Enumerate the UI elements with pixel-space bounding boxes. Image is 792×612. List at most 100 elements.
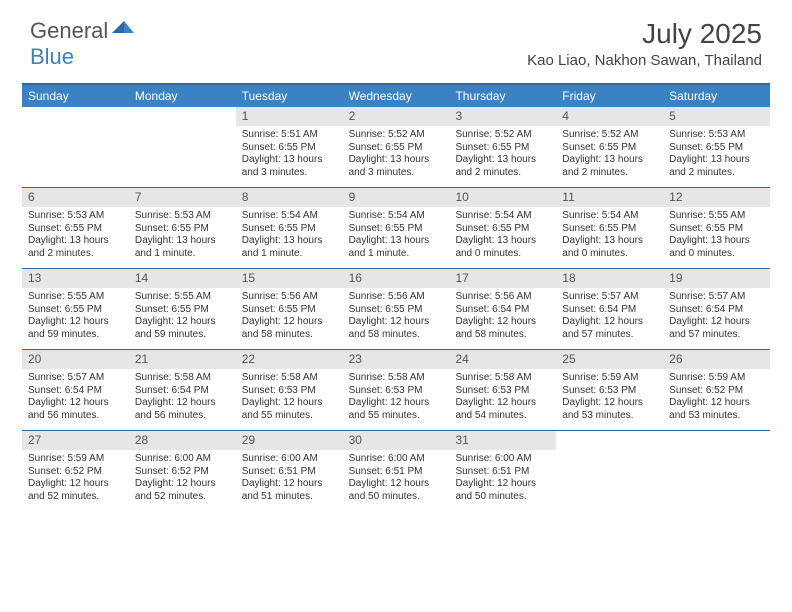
daylight-text: Daylight: 12 hours and 50 minutes.	[455, 478, 550, 503]
page-header: General July 2025 Kao Liao, Nakhon Sawan…	[0, 0, 792, 75]
day-body: Sunrise: 5:59 AMSunset: 6:53 PMDaylight:…	[556, 369, 663, 430]
sunset-text: Sunset: 6:52 PM	[669, 385, 764, 398]
sunrise-text: Sunrise: 5:58 AM	[455, 372, 550, 385]
day-body: Sunrise: 5:54 AMSunset: 6:55 PMDaylight:…	[236, 207, 343, 268]
day-cell: 13Sunrise: 5:55 AMSunset: 6:55 PMDayligh…	[22, 269, 129, 349]
day-body: Sunrise: 5:56 AMSunset: 6:54 PMDaylight:…	[449, 288, 556, 349]
day-cell: 11Sunrise: 5:54 AMSunset: 6:55 PMDayligh…	[556, 188, 663, 268]
daylight-text: Daylight: 13 hours and 2 minutes.	[669, 154, 764, 179]
sunrise-text: Sunrise: 5:53 AM	[669, 129, 764, 142]
sunset-text: Sunset: 6:55 PM	[28, 223, 123, 236]
day-body: Sunrise: 5:53 AMSunset: 6:55 PMDaylight:…	[129, 207, 236, 268]
sunrise-text: Sunrise: 5:55 AM	[28, 291, 123, 304]
sunrise-text: Sunrise: 5:53 AM	[28, 210, 123, 223]
daylight-text: Daylight: 13 hours and 0 minutes.	[455, 235, 550, 260]
day-cell: 24Sunrise: 5:58 AMSunset: 6:53 PMDayligh…	[449, 350, 556, 430]
sunrise-text: Sunrise: 5:58 AM	[135, 372, 230, 385]
day-cell	[556, 431, 663, 511]
day-cell	[129, 107, 236, 187]
day-cell: 28Sunrise: 6:00 AMSunset: 6:52 PMDayligh…	[129, 431, 236, 511]
calendar: Sunday Monday Tuesday Wednesday Thursday…	[22, 83, 770, 511]
sunrise-text: Sunrise: 5:57 AM	[562, 291, 657, 304]
day-body: Sunrise: 5:55 AMSunset: 6:55 PMDaylight:…	[22, 288, 129, 349]
sunrise-text: Sunrise: 5:54 AM	[242, 210, 337, 223]
daylight-text: Daylight: 12 hours and 57 minutes.	[562, 316, 657, 341]
day-number: 20	[22, 350, 129, 369]
day-body: Sunrise: 5:58 AMSunset: 6:53 PMDaylight:…	[449, 369, 556, 430]
daylight-text: Daylight: 12 hours and 52 minutes.	[28, 478, 123, 503]
day-body: Sunrise: 5:59 AMSunset: 6:52 PMDaylight:…	[22, 450, 129, 511]
day-number: 17	[449, 269, 556, 288]
week-row: 1Sunrise: 5:51 AMSunset: 6:55 PMDaylight…	[22, 107, 770, 188]
day-body: Sunrise: 5:57 AMSunset: 6:54 PMDaylight:…	[556, 288, 663, 349]
daylight-text: Daylight: 13 hours and 1 minute.	[349, 235, 444, 260]
day-cell: 20Sunrise: 5:57 AMSunset: 6:54 PMDayligh…	[22, 350, 129, 430]
day-number: 22	[236, 350, 343, 369]
sunrise-text: Sunrise: 5:55 AM	[135, 291, 230, 304]
day-number: 24	[449, 350, 556, 369]
weeks-container: 1Sunrise: 5:51 AMSunset: 6:55 PMDaylight…	[22, 107, 770, 511]
sunset-text: Sunset: 6:54 PM	[28, 385, 123, 398]
day-number: 4	[556, 107, 663, 126]
day-cell	[663, 431, 770, 511]
sunset-text: Sunset: 6:55 PM	[455, 223, 550, 236]
sunset-text: Sunset: 6:52 PM	[135, 466, 230, 479]
day-cell: 14Sunrise: 5:55 AMSunset: 6:55 PMDayligh…	[129, 269, 236, 349]
day-cell: 29Sunrise: 6:00 AMSunset: 6:51 PMDayligh…	[236, 431, 343, 511]
weekday-thursday: Thursday	[449, 85, 556, 107]
daylight-text: Daylight: 13 hours and 3 minutes.	[242, 154, 337, 179]
day-number: 11	[556, 188, 663, 207]
day-number: 15	[236, 269, 343, 288]
day-body: Sunrise: 5:52 AMSunset: 6:55 PMDaylight:…	[449, 126, 556, 187]
day-number: 3	[449, 107, 556, 126]
month-title: July 2025	[527, 18, 762, 50]
day-body: Sunrise: 5:58 AMSunset: 6:53 PMDaylight:…	[343, 369, 450, 430]
day-body: Sunrise: 6:00 AMSunset: 6:52 PMDaylight:…	[129, 450, 236, 511]
day-cell: 9Sunrise: 5:54 AMSunset: 6:55 PMDaylight…	[343, 188, 450, 268]
sunset-text: Sunset: 6:55 PM	[669, 223, 764, 236]
daylight-text: Daylight: 12 hours and 52 minutes.	[135, 478, 230, 503]
sunset-text: Sunset: 6:51 PM	[455, 466, 550, 479]
weekday-monday: Monday	[129, 85, 236, 107]
day-body: Sunrise: 5:53 AMSunset: 6:55 PMDaylight:…	[663, 126, 770, 187]
sunrise-text: Sunrise: 5:59 AM	[562, 372, 657, 385]
sunrise-text: Sunrise: 5:55 AM	[669, 210, 764, 223]
day-number: 27	[22, 431, 129, 450]
day-body: Sunrise: 5:55 AMSunset: 6:55 PMDaylight:…	[129, 288, 236, 349]
daylight-text: Daylight: 13 hours and 2 minutes.	[562, 154, 657, 179]
day-number: 9	[343, 188, 450, 207]
day-number: 1	[236, 107, 343, 126]
sunset-text: Sunset: 6:53 PM	[242, 385, 337, 398]
daylight-text: Daylight: 12 hours and 59 minutes.	[135, 316, 230, 341]
day-number: 29	[236, 431, 343, 450]
day-number: 7	[129, 188, 236, 207]
daylight-text: Daylight: 13 hours and 1 minute.	[135, 235, 230, 260]
day-body: Sunrise: 5:52 AMSunset: 6:55 PMDaylight:…	[343, 126, 450, 187]
sunrise-text: Sunrise: 5:58 AM	[242, 372, 337, 385]
day-cell: 26Sunrise: 5:59 AMSunset: 6:52 PMDayligh…	[663, 350, 770, 430]
sunset-text: Sunset: 6:54 PM	[135, 385, 230, 398]
day-cell: 19Sunrise: 5:57 AMSunset: 6:54 PMDayligh…	[663, 269, 770, 349]
sunrise-text: Sunrise: 5:52 AM	[349, 129, 444, 142]
daylight-text: Daylight: 13 hours and 0 minutes.	[562, 235, 657, 260]
sunset-text: Sunset: 6:53 PM	[455, 385, 550, 398]
day-cell: 30Sunrise: 6:00 AMSunset: 6:51 PMDayligh…	[343, 431, 450, 511]
week-row: 13Sunrise: 5:55 AMSunset: 6:55 PMDayligh…	[22, 269, 770, 350]
sunset-text: Sunset: 6:54 PM	[455, 304, 550, 317]
daylight-text: Daylight: 12 hours and 56 minutes.	[135, 397, 230, 422]
sunset-text: Sunset: 6:55 PM	[135, 223, 230, 236]
day-number: 6	[22, 188, 129, 207]
day-body: Sunrise: 6:00 AMSunset: 6:51 PMDaylight:…	[449, 450, 556, 511]
sunrise-text: Sunrise: 5:54 AM	[349, 210, 444, 223]
day-cell: 18Sunrise: 5:57 AMSunset: 6:54 PMDayligh…	[556, 269, 663, 349]
sunrise-text: Sunrise: 5:56 AM	[455, 291, 550, 304]
daylight-text: Daylight: 12 hours and 57 minutes.	[669, 316, 764, 341]
sunset-text: Sunset: 6:55 PM	[135, 304, 230, 317]
day-body: Sunrise: 5:51 AMSunset: 6:55 PMDaylight:…	[236, 126, 343, 187]
sunset-text: Sunset: 6:51 PM	[349, 466, 444, 479]
daylight-text: Daylight: 13 hours and 3 minutes.	[349, 154, 444, 179]
weekday-saturday: Saturday	[663, 85, 770, 107]
day-number: 14	[129, 269, 236, 288]
day-body: Sunrise: 6:00 AMSunset: 6:51 PMDaylight:…	[343, 450, 450, 511]
day-number: 28	[129, 431, 236, 450]
